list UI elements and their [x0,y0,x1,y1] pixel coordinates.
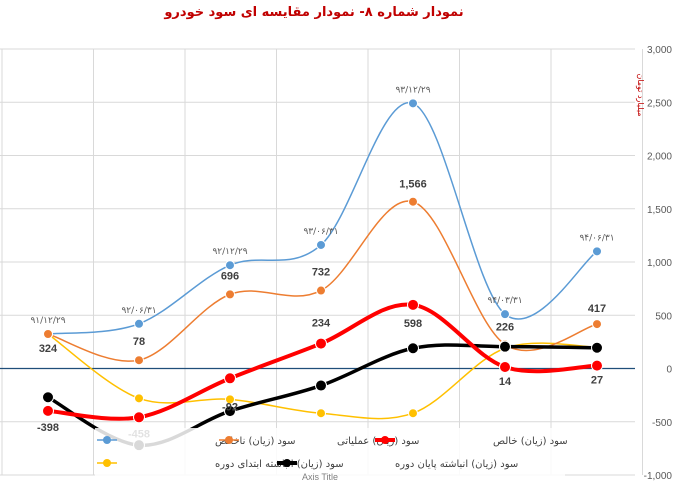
data-point [592,246,602,257]
data-label: -398 [37,422,59,434]
data-point [134,393,144,404]
period-label: ۹۱/۱۲/۲۹ [30,316,65,326]
data-label: 696 [221,270,239,282]
period-label: ۹۳/۱۲/۲۹ [395,85,430,95]
data-point [225,289,235,300]
data-point [224,405,236,418]
data-point [408,98,418,109]
series-points [42,98,603,452]
period-label: ۹۴/۰۶/۳۱ [579,233,614,243]
y-tick-label: 2,500 [647,98,672,109]
data-point [133,411,145,424]
data-point [499,340,511,353]
data-point [225,260,235,271]
data-label: 732 [312,267,330,279]
chart-title: نمودار شماره ۸- نمودار مقایسه ای سود خود… [163,5,463,20]
period-label: ۹۳/۰۶/۳۱ [303,227,338,237]
data-label: 78 [133,336,145,348]
data-label: 324 [39,343,58,355]
y-tick-label: 2,000 [647,152,672,163]
data-label: 598 [404,318,422,330]
y-tick-label: 0 [666,365,672,376]
data-point [43,328,53,339]
legend-swatch-marker [225,436,233,444]
data-label: 14 [499,376,512,388]
y-axis-label: میلیارد تومان [636,73,645,116]
data-point [316,408,326,419]
data-point [224,372,236,385]
data-point [316,239,326,250]
data-point [408,408,418,419]
data-point [225,394,235,405]
legend-label: سود (زیان) انباشته پایان دوره [395,459,518,470]
legend-background [95,428,565,484]
data-point [42,404,54,417]
y-tick-label: 1,000 [647,258,672,269]
data-point [591,359,603,372]
gridlines [0,48,643,476]
x-axis-title: Axis Title [302,472,338,482]
legend-swatch-marker [103,436,111,444]
data-label: 27 [591,375,603,387]
data-point [316,285,326,296]
period-label: ۹۲/۱۲/۲۹ [212,247,247,257]
data-point [592,319,602,330]
series-line [47,200,598,362]
legend-label: سود (زیان) ناخالص [215,436,296,447]
period-label: ۹۲/۰۶/۳۱ [121,306,156,316]
data-label: 1,566 [399,179,427,191]
y-tick-label: -500 [652,418,672,429]
data-point [408,196,418,207]
y-tick-label: 3,000 [647,45,672,56]
data-point [134,318,144,329]
y-tick-label: 500 [655,311,672,322]
data-point [499,361,511,374]
legend-swatch-marker [283,459,291,467]
y-axis-ticks: -1,000 -500 0 500 1,000 1,500 2,000 2,500 3,000 [644,45,673,482]
data-point [500,309,510,320]
y-tick-label: 1,500 [647,205,672,216]
data-point [134,355,144,366]
data-point [42,391,54,404]
legend-swatch-marker [103,459,111,467]
legend-label: سود (زیان) خالص [493,436,568,447]
data-point [407,342,419,355]
period-label: ۹۴/۰۳/۳۱ [487,296,522,306]
data-label: 417 [588,303,606,315]
data-label: 226 [496,321,514,333]
data-label: 234 [312,318,331,330]
data-point [407,298,419,311]
period-labels: ۹۱/۱۲/۲۹ ۹۲/۰۶/۳۱ ۹۲/۱۲/۲۹ ۹۳/۰۶/۳۱ ۹۳/۱۲/۲۹… [30,85,614,326]
data-point [315,379,327,392]
data-point [591,341,603,354]
data-label: -92 [222,401,238,413]
data-point [315,337,327,350]
legend-swatch-marker [381,436,389,444]
y-tick-label: -1,000 [644,471,673,482]
